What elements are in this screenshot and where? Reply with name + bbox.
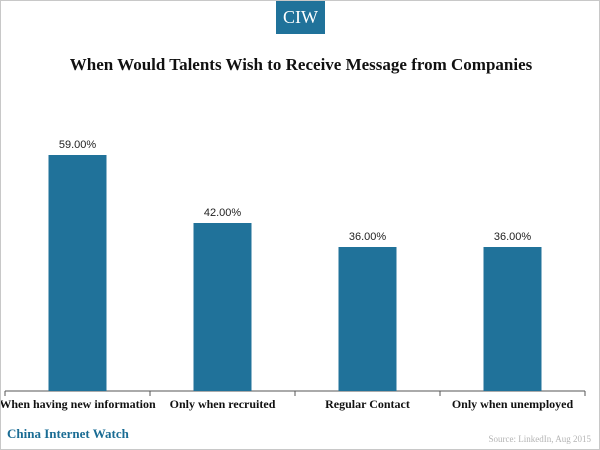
data-label: 36.00% <box>349 231 387 243</box>
x-tick-label: Only when unemployed <box>452 397 574 411</box>
chart-title: When Would Talents Wish to Receive Messa… <box>69 55 533 74</box>
data-label: 42.00% <box>204 207 242 219</box>
x-tick-label: Only when recruited <box>170 397 276 411</box>
bar <box>48 155 107 391</box>
bar <box>193 223 252 391</box>
data-label: 36.00% <box>494 231 532 243</box>
x-tick-label: Regular Contact <box>325 397 410 411</box>
bar <box>338 247 397 391</box>
source-note: Source: LinkedIn, Aug 2015 <box>488 434 592 444</box>
data-label: 59.00% <box>59 139 97 151</box>
x-tick-label: When having new information <box>1 397 156 411</box>
bar <box>483 247 542 391</box>
brand-name: China Internet Watch <box>7 426 129 441</box>
logo-text: CIW <box>283 7 318 27</box>
ciw-logo: CIW <box>276 1 325 34</box>
